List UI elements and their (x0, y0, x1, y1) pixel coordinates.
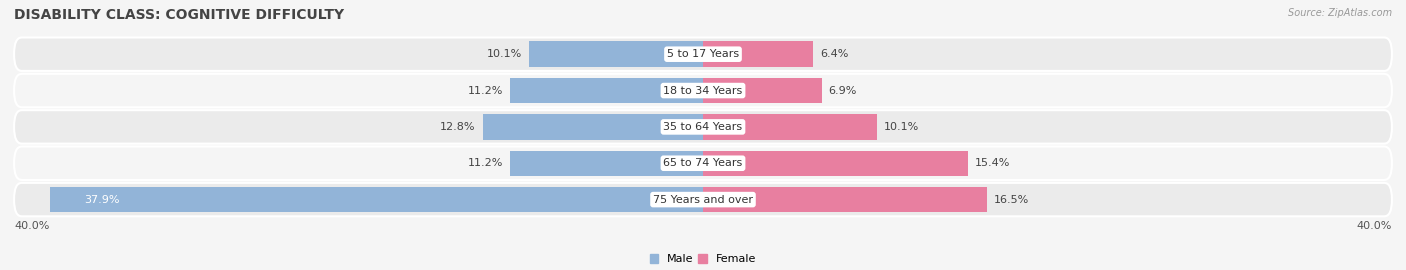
Text: 65 to 74 Years: 65 to 74 Years (664, 158, 742, 168)
Text: 6.9%: 6.9% (828, 86, 858, 96)
Legend: Male, Female: Male, Female (645, 249, 761, 269)
Bar (529, 42, 703, 67)
FancyBboxPatch shape (14, 110, 1392, 144)
Bar (703, 78, 823, 103)
Bar (510, 150, 703, 176)
FancyBboxPatch shape (14, 183, 1392, 216)
Text: DISABILITY CLASS: COGNITIVE DIFFICULTY: DISABILITY CLASS: COGNITIVE DIFFICULTY (14, 8, 344, 22)
Text: 12.8%: 12.8% (440, 122, 475, 132)
Text: 18 to 34 Years: 18 to 34 Years (664, 86, 742, 96)
Text: 6.4%: 6.4% (820, 49, 848, 59)
Text: 5 to 17 Years: 5 to 17 Years (666, 49, 740, 59)
Bar (482, 114, 703, 140)
Text: 10.1%: 10.1% (884, 122, 920, 132)
Bar (703, 42, 813, 67)
Text: 11.2%: 11.2% (468, 86, 503, 96)
FancyBboxPatch shape (14, 147, 1392, 180)
FancyBboxPatch shape (14, 38, 1392, 71)
Text: 35 to 64 Years: 35 to 64 Years (664, 122, 742, 132)
Bar (703, 187, 987, 212)
Text: 16.5%: 16.5% (994, 195, 1029, 205)
Text: 40.0%: 40.0% (1357, 221, 1392, 231)
Text: 11.2%: 11.2% (468, 158, 503, 168)
Bar (510, 78, 703, 103)
Text: 40.0%: 40.0% (14, 221, 49, 231)
Text: Source: ZipAtlas.com: Source: ZipAtlas.com (1288, 8, 1392, 18)
FancyBboxPatch shape (14, 74, 1392, 107)
Text: 75 Years and over: 75 Years and over (652, 195, 754, 205)
Bar (51, 187, 703, 212)
Text: 37.9%: 37.9% (84, 195, 120, 205)
Text: 15.4%: 15.4% (976, 158, 1011, 168)
Text: 10.1%: 10.1% (486, 49, 522, 59)
Bar (703, 114, 877, 140)
Bar (703, 150, 969, 176)
